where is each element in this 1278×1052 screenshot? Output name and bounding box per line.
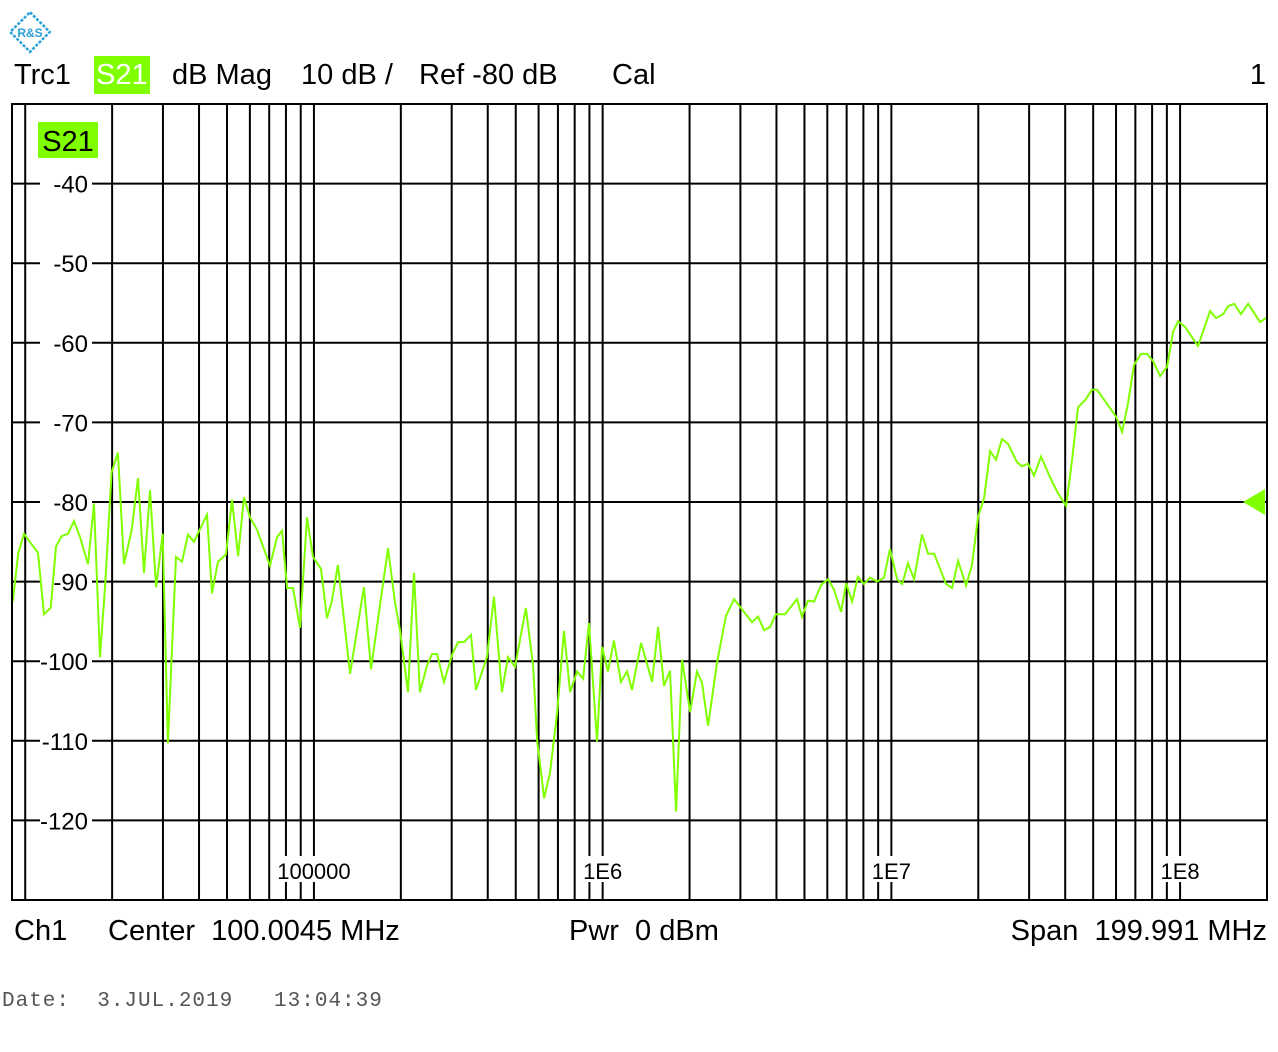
y-tick-label: -60 — [53, 331, 88, 358]
power-level[interactable]: Pwr 0 dBm — [569, 915, 719, 947]
trace-name[interactable]: Trc1 — [14, 59, 71, 91]
calibration-status: Cal — [612, 59, 656, 91]
trace-scale[interactable]: 10 dB / — [301, 59, 393, 91]
y-tick-label: -40 — [53, 172, 88, 199]
x-tick-label: 100000 — [277, 859, 350, 884]
trace-label: S21 — [42, 126, 94, 158]
plot-border — [11, 103, 1268, 901]
rohde-schwarz-logo: R&S — [8, 10, 52, 54]
svg-text:R&S: R&S — [17, 26, 42, 40]
axis-labels: -40 -50 -60 -70 -80 -90 -100 -110 -120 100000 1E6 1… — [40, 170, 1201, 884]
reference-level-marker[interactable] — [1243, 489, 1265, 515]
x-tick-label: 1E7 — [872, 859, 911, 884]
channel-label: Ch1 — [14, 915, 68, 947]
trace-parameter-badge[interactable]: S21 — [94, 56, 150, 94]
y-tick-label: -110 — [42, 729, 88, 756]
y-tick-label: -90 — [53, 570, 88, 597]
span-frequency[interactable]: Span 199.991 MHz — [1010, 915, 1267, 947]
window-number: 1 — [1249, 59, 1266, 91]
x-tick-label: 1E8 — [1161, 859, 1200, 884]
y-tick-label: -100 — [40, 649, 88, 676]
y-tick-label: -120 — [40, 808, 88, 835]
y-tick-label: -50 — [53, 251, 88, 278]
y-tick-label: -70 — [53, 410, 88, 437]
trace-format[interactable]: dB Mag — [172, 59, 272, 91]
reference-level[interactable]: Ref -80 dB — [419, 59, 558, 91]
s21-trace-line — [11, 302, 1268, 812]
date-timestamp: Date: 3.JUL.2019 13:04:39 — [2, 990, 383, 1013]
trace-label-badge — [38, 122, 98, 158]
center-frequency[interactable]: Center 100.0045 MHz — [108, 915, 400, 947]
y-tick-label: -80 — [53, 490, 88, 517]
grid — [12, 104, 1267, 900]
x-tick-label: 1E6 — [583, 859, 622, 884]
